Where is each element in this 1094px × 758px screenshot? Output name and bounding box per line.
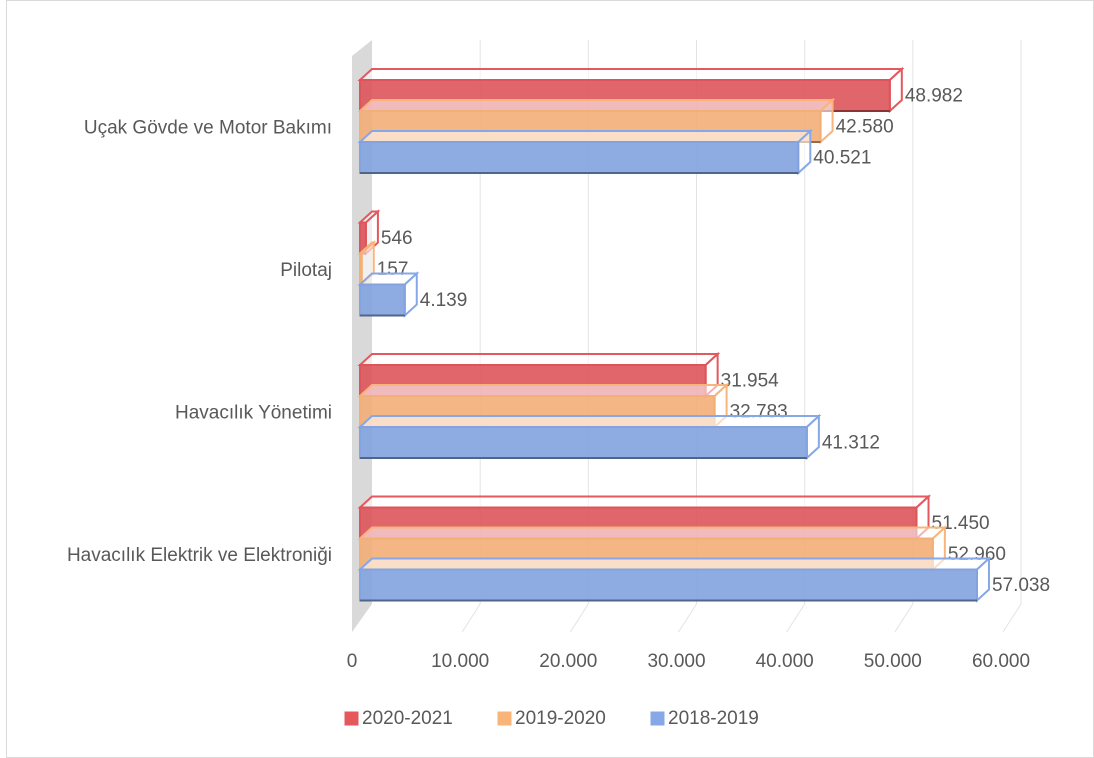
data-label: 31.954: [721, 371, 780, 392]
data-label: 41.312: [822, 433, 880, 454]
bar-top-face: [357, 353, 721, 366]
data-label: 4.139: [420, 290, 468, 311]
grid-line-floor: [1002, 603, 1022, 633]
bar-top-face: [357, 384, 730, 397]
y-tick-label: Havacılık Yönetimi: [175, 403, 332, 424]
data-label: 57.038: [992, 575, 1050, 596]
y-tick-label: Havacılık Elektrik ve Elektroniği: [67, 545, 332, 566]
bar-top-face: [357, 526, 948, 540]
y-tick-label: Pilotaj: [280, 260, 332, 281]
grid-line-floor: [461, 603, 481, 633]
bar: [359, 568, 978, 602]
x-tick-label: 10.000: [431, 651, 489, 672]
data-label: 546: [381, 228, 413, 249]
bar-top-face: [357, 130, 813, 143]
bar-top-face: [357, 495, 932, 509]
legend-swatch: [344, 711, 359, 726]
legend-label: 2019-2020: [515, 708, 606, 729]
data-label: 40.521: [813, 148, 871, 169]
grid-line-floor: [569, 603, 589, 633]
x-tick-label: 0: [347, 651, 358, 672]
bar-top-face: [357, 415, 822, 428]
bar: [359, 252, 363, 286]
x-tick-label: 60.000: [972, 651, 1030, 672]
bar: [359, 426, 808, 459]
x-tick-label: 50.000: [864, 651, 922, 672]
data-label: 48.982: [905, 86, 963, 107]
bar: [359, 283, 406, 317]
back-wall: [352, 40, 372, 632]
bar-top-face: [357, 557, 992, 571]
bar-top-face: [357, 68, 905, 81]
legend-swatch: [650, 711, 665, 726]
data-label: 51.450: [932, 513, 990, 534]
grid-line-floor: [786, 603, 806, 633]
legend-label: 2020-2021: [362, 708, 453, 729]
bar: [359, 141, 800, 174]
x-tick-label: 20.000: [539, 651, 597, 672]
data-label: 42.580: [836, 117, 894, 138]
x-tick-label: 30.000: [647, 651, 705, 672]
legend-swatch: [497, 711, 512, 726]
grid-line-floor: [894, 603, 914, 633]
bar-top-face: [357, 99, 836, 112]
grid-line-floor: [678, 603, 697, 633]
y-tick-label: Uçak Gövde ve Motor Bakımı: [84, 118, 332, 139]
legend-label: 2018-2019: [668, 708, 759, 729]
x-tick-label: 40.000: [756, 651, 814, 672]
